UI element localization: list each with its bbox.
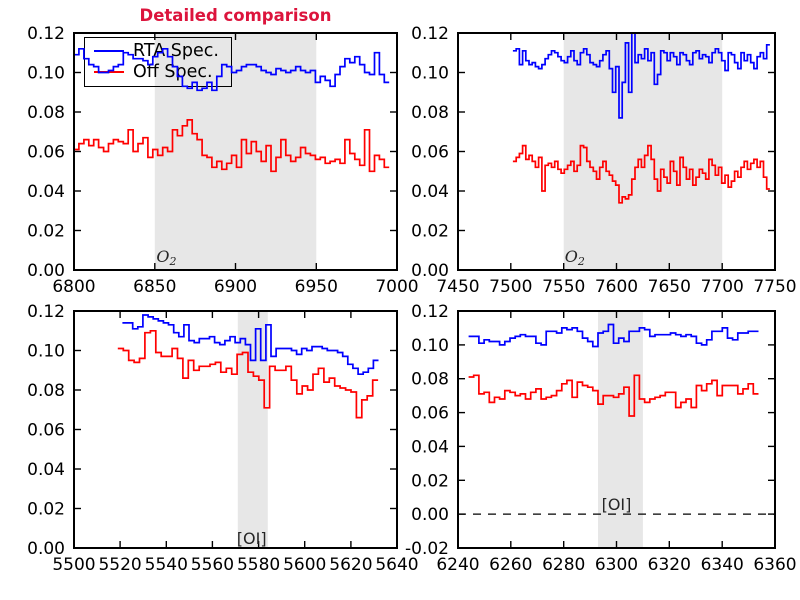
legend-item-off-spec: Off Spec. xyxy=(94,62,219,82)
legend-line-icon xyxy=(94,50,124,52)
legend-item-rta-spec: RTA Spec. xyxy=(94,41,219,61)
figure-title: Detailed comparison xyxy=(139,6,332,25)
highlight-band xyxy=(563,33,723,270)
legend-line-icon xyxy=(94,71,124,73)
highlight-band xyxy=(598,311,643,548)
highlight-band xyxy=(237,311,268,548)
legend-label: RTA Spec. xyxy=(133,41,219,61)
legend-label: Off Spec. xyxy=(133,62,213,82)
legend: RTA Spec. Off Spec. xyxy=(84,37,232,87)
